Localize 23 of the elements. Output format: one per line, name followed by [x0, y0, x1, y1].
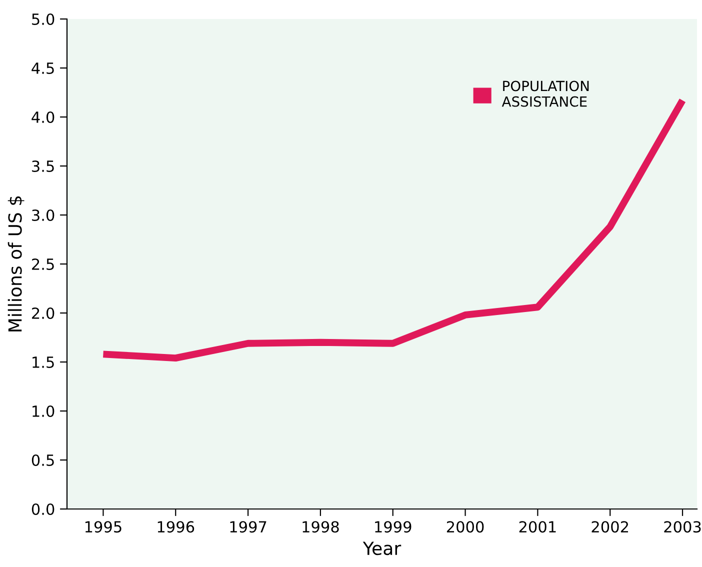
x-tick-label: 1995	[85, 521, 122, 533]
x-tick-label: 2000	[446, 521, 484, 533]
y-tick-label: 5.0	[32, 13, 54, 26]
x-tick-label: 1999	[375, 521, 412, 533]
y-tick-label: 1.5	[32, 356, 54, 368]
y-axis-title: Millions of US $	[8, 196, 24, 332]
y-tick-label: 4.0	[32, 111, 54, 124]
y-tick-label: 3.5	[32, 160, 54, 172]
x-tick-label: 2003	[664, 521, 701, 533]
y-tick-label: 0.0	[32, 503, 54, 516]
x-tick-label: 1998	[302, 521, 339, 533]
y-tick-label: 4.5	[32, 62, 54, 74]
x-tick-label: 2001	[519, 521, 556, 533]
y-tick-label: 2.0	[32, 307, 54, 320]
y-tick-label: 1.0	[32, 405, 54, 418]
y-tick-label: 0.5	[32, 454, 54, 466]
y-tick-label: 3.0	[32, 209, 54, 222]
x-axis-title: Year	[362, 542, 402, 556]
x-tick-label: 2002	[592, 521, 628, 533]
x-tick-label: 1996	[158, 521, 194, 533]
y-tick-label: 2.5	[32, 258, 54, 270]
legend-label: POPULATION ASSISTANCE	[502, 80, 589, 107]
x-tick-label: 1997	[230, 521, 266, 533]
